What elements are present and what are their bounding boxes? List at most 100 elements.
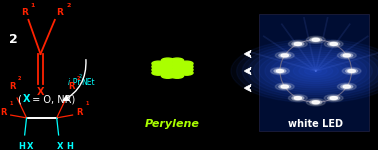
Circle shape	[328, 96, 340, 100]
Circle shape	[328, 42, 340, 46]
Circle shape	[282, 58, 350, 84]
Text: (: (	[17, 94, 21, 104]
Circle shape	[288, 40, 307, 48]
Text: 2: 2	[9, 33, 18, 46]
Circle shape	[279, 53, 291, 58]
Circle shape	[288, 94, 307, 102]
Circle shape	[237, 41, 378, 101]
Text: X: X	[22, 94, 30, 104]
Circle shape	[312, 38, 319, 41]
Text: 1: 1	[31, 3, 35, 8]
Circle shape	[274, 69, 286, 73]
Circle shape	[171, 64, 184, 69]
Circle shape	[242, 43, 378, 99]
Circle shape	[294, 97, 302, 99]
Circle shape	[304, 67, 327, 75]
Text: X: X	[37, 87, 44, 97]
Text: X: X	[27, 142, 34, 150]
Circle shape	[341, 84, 353, 89]
FancyArrowPatch shape	[63, 60, 86, 100]
Circle shape	[330, 97, 338, 99]
Text: R: R	[1, 108, 7, 117]
Circle shape	[324, 40, 343, 48]
Circle shape	[180, 64, 193, 69]
Circle shape	[265, 52, 367, 90]
Text: Perylene: Perylene	[145, 118, 200, 129]
Circle shape	[310, 69, 321, 73]
Circle shape	[161, 61, 174, 66]
Circle shape	[171, 74, 184, 78]
Circle shape	[343, 54, 350, 57]
Circle shape	[180, 67, 193, 72]
Text: 2: 2	[66, 3, 71, 8]
Circle shape	[275, 52, 294, 59]
Circle shape	[292, 42, 304, 46]
Circle shape	[276, 56, 355, 86]
Circle shape	[171, 67, 184, 72]
Text: 2: 2	[79, 74, 82, 79]
Circle shape	[248, 45, 378, 97]
Circle shape	[312, 101, 319, 104]
Text: R: R	[21, 8, 28, 17]
Circle shape	[231, 39, 378, 103]
Circle shape	[288, 60, 344, 82]
Circle shape	[271, 68, 290, 75]
Circle shape	[345, 69, 358, 73]
Text: H: H	[66, 142, 73, 150]
Circle shape	[152, 67, 165, 72]
Text: R: R	[56, 8, 63, 17]
Text: i: i	[68, 78, 70, 87]
Circle shape	[254, 48, 378, 94]
Circle shape	[271, 54, 361, 88]
Text: 2: 2	[18, 76, 22, 81]
Circle shape	[161, 74, 174, 78]
Text: NEt: NEt	[81, 78, 95, 87]
Text: R: R	[68, 82, 74, 91]
Circle shape	[338, 83, 356, 90]
Circle shape	[330, 43, 338, 45]
Circle shape	[310, 38, 322, 42]
Circle shape	[341, 53, 353, 58]
Circle shape	[281, 54, 288, 57]
Circle shape	[279, 84, 291, 89]
Circle shape	[180, 70, 193, 75]
Circle shape	[343, 85, 350, 88]
Circle shape	[161, 67, 174, 72]
Circle shape	[306, 99, 325, 106]
Text: white LED: white LED	[288, 119, 343, 129]
Text: 2: 2	[77, 76, 80, 81]
Circle shape	[180, 61, 193, 66]
Circle shape	[152, 70, 165, 75]
Circle shape	[348, 70, 355, 72]
Circle shape	[161, 70, 174, 75]
Text: R: R	[9, 82, 15, 91]
Circle shape	[306, 36, 325, 43]
Circle shape	[293, 63, 338, 80]
Text: 1: 1	[10, 101, 13, 106]
Circle shape	[161, 58, 174, 63]
Circle shape	[259, 50, 372, 92]
Circle shape	[324, 94, 343, 102]
Circle shape	[171, 70, 184, 75]
Text: 1: 1	[85, 101, 88, 106]
Text: X: X	[57, 142, 64, 150]
Circle shape	[152, 64, 165, 69]
Text: -Pr: -Pr	[71, 78, 82, 87]
Circle shape	[299, 65, 333, 77]
Circle shape	[152, 61, 165, 66]
Text: R: R	[76, 108, 82, 117]
Circle shape	[338, 52, 356, 59]
Circle shape	[171, 61, 184, 66]
Circle shape	[294, 43, 302, 45]
Circle shape	[310, 100, 322, 105]
Text: H: H	[18, 142, 25, 150]
Circle shape	[292, 96, 304, 100]
Circle shape	[276, 70, 284, 72]
Circle shape	[171, 58, 184, 63]
Circle shape	[342, 68, 361, 75]
Circle shape	[275, 83, 294, 90]
Circle shape	[161, 64, 174, 69]
Bar	[259, 14, 369, 131]
Circle shape	[281, 85, 288, 88]
Text: = O, NR): = O, NR)	[29, 94, 76, 104]
